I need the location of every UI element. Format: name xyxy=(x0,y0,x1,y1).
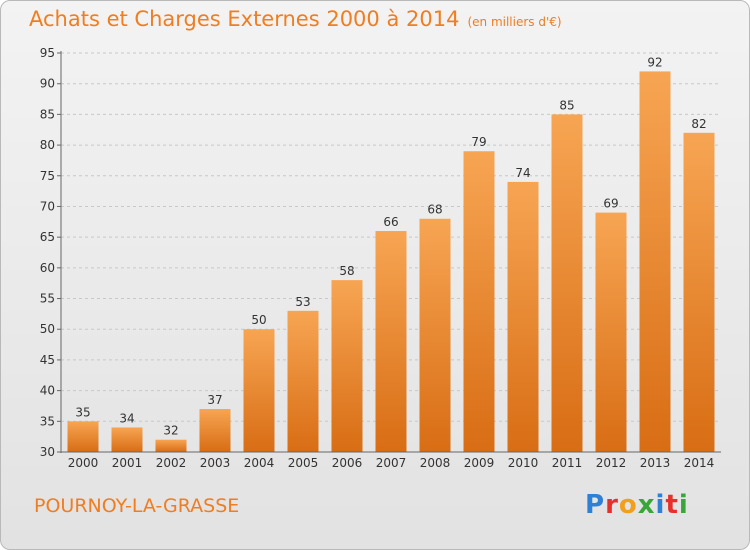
bar-2006 xyxy=(331,280,363,452)
x-tick-label: 2007 xyxy=(376,456,407,470)
y-tick-label: 50 xyxy=(40,322,55,336)
data-label: 92 xyxy=(647,55,662,69)
place-name: POURNOY-LA-GRASSE xyxy=(34,495,240,517)
bar-2014 xyxy=(683,132,715,453)
data-label: 34 xyxy=(119,411,134,425)
data-label: 85 xyxy=(559,98,574,112)
bar-2002 xyxy=(155,439,187,452)
data-label: 50 xyxy=(251,313,266,327)
y-tick-label: 30 xyxy=(40,445,55,459)
y-tick-label: 70 xyxy=(40,199,55,213)
bar-2011 xyxy=(551,114,583,452)
x-tick-label: 2002 xyxy=(156,456,187,470)
proxiti-logo: Proxiti xyxy=(585,490,689,520)
bar-2000 xyxy=(67,421,99,452)
data-label: 68 xyxy=(427,203,442,217)
y-tick-label: 45 xyxy=(40,353,55,367)
bar-2005 xyxy=(287,310,319,452)
y-tick-label: 65 xyxy=(40,230,55,244)
data-label: 82 xyxy=(691,117,706,131)
x-tick-label: 2010 xyxy=(508,456,539,470)
data-label: 74 xyxy=(515,166,530,180)
data-label: 79 xyxy=(471,135,486,149)
title-unit: (en milliers d'€) xyxy=(467,15,562,29)
y-tick-label: 55 xyxy=(40,292,55,306)
data-label: 35 xyxy=(75,405,90,419)
y-tick-label: 80 xyxy=(40,138,55,152)
y-tick-label: 40 xyxy=(40,384,55,398)
bar-2012 xyxy=(595,212,627,452)
bar-2013 xyxy=(639,71,671,453)
data-label: 58 xyxy=(339,264,354,278)
x-tick-label: 2003 xyxy=(200,456,231,470)
bar-2008 xyxy=(419,218,451,452)
x-tick-label: 2005 xyxy=(288,456,319,470)
bar-2010 xyxy=(507,181,539,452)
bar-2007 xyxy=(375,231,407,452)
x-tick-label: 2006 xyxy=(332,456,363,470)
x-tick-label: 2011 xyxy=(552,456,583,470)
x-tick-label: 2009 xyxy=(464,456,495,470)
x-tick-label: 2013 xyxy=(640,456,671,470)
data-label: 32 xyxy=(163,424,178,438)
data-label: 66 xyxy=(383,215,398,229)
chart-title: Achats et Charges Externes 2000 à 2014 (e… xyxy=(29,7,562,31)
x-tick-label: 2004 xyxy=(244,456,275,470)
bar-2003 xyxy=(199,409,231,452)
y-tick-label: 85 xyxy=(40,107,55,121)
x-tick-label: 2000 xyxy=(68,456,99,470)
bar-2004 xyxy=(243,329,275,452)
bar-2009 xyxy=(463,151,495,452)
data-label: 37 xyxy=(207,393,222,407)
y-tick-label: 60 xyxy=(40,261,55,275)
data-label: 53 xyxy=(295,295,310,309)
bar-2001 xyxy=(111,427,143,452)
y-tick-label: 95 xyxy=(40,46,55,60)
x-tick-label: 2001 xyxy=(112,456,143,470)
y-tick-label: 35 xyxy=(40,414,55,428)
x-tick-label: 2008 xyxy=(420,456,451,470)
y-tick-label: 90 xyxy=(40,77,55,91)
y-tick-label: 75 xyxy=(40,169,55,183)
x-tick-label: 2012 xyxy=(596,456,627,470)
title-text: Achats et Charges Externes 2000 à 2014 xyxy=(29,7,460,31)
data-label: 69 xyxy=(603,197,618,211)
x-tick-label: 2014 xyxy=(684,456,715,470)
